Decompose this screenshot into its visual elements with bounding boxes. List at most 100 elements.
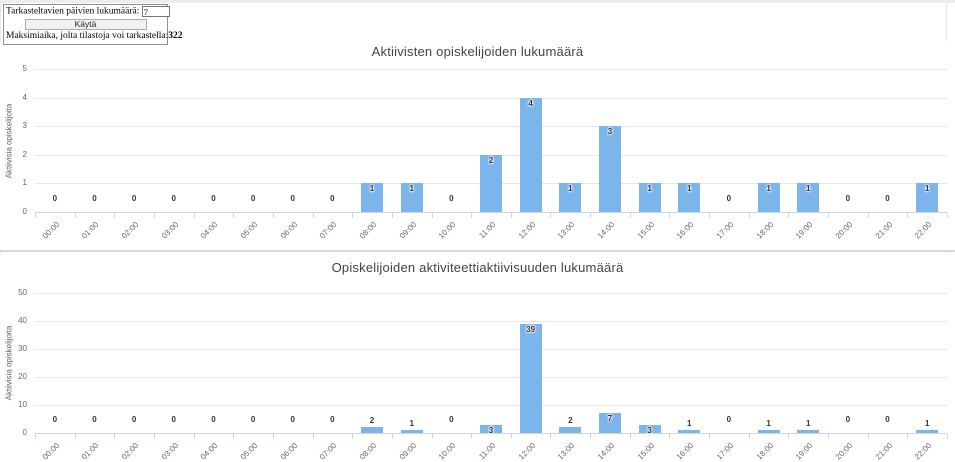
bar-value-label: 1 (369, 184, 375, 194)
bar-value-label: 0 (131, 415, 137, 424)
x-axis-tick (947, 434, 948, 439)
bar-value-label: 0 (290, 194, 295, 203)
bar-11:00[interactable] (480, 154, 502, 212)
bar-value-label: 0 (726, 415, 732, 424)
y-axis-title: Aktiivisia opiskelijoita (4, 103, 14, 178)
y-axis-tick-label: 40 (18, 316, 27, 325)
x-axis-category-label: 01:00 (80, 441, 101, 462)
days-input-label: Tarkasteltavien päivien lukumäärä: (6, 6, 140, 17)
x-axis-category-label: 12:00 (516, 441, 538, 462)
x-axis-tick (867, 434, 869, 439)
x-axis-category-label: 09:00 (397, 441, 419, 462)
bar-09:00[interactable] (400, 430, 423, 433)
bar-value-label: 0 (845, 194, 851, 203)
x-axis-category-label: 05:00 (238, 441, 260, 462)
x-axis-tick (550, 213, 552, 218)
x-axis-category-label: 17:00 (714, 220, 736, 241)
bar-value-label: 0 (885, 415, 890, 424)
y-gridline (35, 126, 947, 128)
x-axis-category-label: 13:00 (556, 220, 577, 241)
bar-15:00[interactable] (638, 424, 661, 433)
x-axis-tick (272, 434, 274, 439)
x-axis-category-label: 03:00 (159, 220, 181, 241)
x-axis-category-label: 00:00 (40, 220, 62, 241)
x-axis-category-label: 09:00 (397, 220, 419, 241)
days-input[interactable] (141, 6, 170, 17)
bar-18:00[interactable] (757, 183, 780, 212)
x-axis-category-label: 00:00 (40, 441, 62, 462)
x-axis-tick (272, 213, 274, 218)
bar-value-label: 0 (845, 415, 851, 424)
x-axis-tick (352, 434, 354, 439)
bar-value-label: 2 (568, 416, 573, 426)
bar-value-label: 1 (647, 184, 652, 194)
x-axis-category-label: 06:00 (278, 441, 300, 462)
x-axis-tick (709, 213, 711, 218)
bar-value-label: 0 (290, 415, 295, 424)
x-axis-category-label: 02:00 (119, 441, 141, 462)
bar-09:00[interactable] (400, 183, 423, 212)
x-axis-tick (391, 434, 393, 439)
y-axis-tick-label: 20 (18, 372, 27, 381)
bar-08:00[interactable] (361, 183, 384, 212)
bar-value-label: 3 (647, 425, 652, 435)
apply-button[interactable]: Käytä (24, 18, 147, 30)
max-time-value: 322 (168, 30, 183, 41)
x-axis-tick (153, 213, 155, 218)
x-axis-tick (114, 434, 116, 439)
x-axis-tick (233, 213, 235, 218)
bar-value-label: 0 (885, 194, 890, 203)
x-axis-category-label: 14:00 (595, 220, 617, 241)
x-axis-tick (471, 213, 473, 218)
x-axis-category-label: 19:00 (794, 220, 815, 241)
y-axis-tick-label: 0 (22, 428, 27, 437)
bar-08:00[interactable] (361, 427, 384, 433)
x-axis-category-label: 16:00 (675, 220, 696, 241)
bar-value-label: 3 (488, 425, 494, 435)
x-axis-tick (233, 434, 235, 439)
x-axis-category-label: 07:00 (318, 220, 339, 241)
bar-12:00[interactable] (519, 97, 542, 212)
y-axis-tick-label: 30 (18, 344, 27, 353)
x-axis-category-label: 22:00 (913, 220, 934, 241)
x-axis-category-label: 01:00 (80, 220, 101, 241)
bar-12:00[interactable] (519, 323, 542, 433)
bar-18:00[interactable] (757, 430, 780, 433)
bar-19:00[interactable] (797, 183, 820, 212)
y-gridline (35, 321, 947, 322)
bar-value-label: 0 (250, 194, 256, 203)
bar-value-label: 0 (449, 194, 454, 203)
bar-value-label: 1 (924, 419, 930, 429)
bar-15:00[interactable] (638, 183, 661, 212)
bar-22:00[interactable] (916, 183, 939, 212)
x-axis-tick (74, 213, 76, 218)
x-axis-category-label: 05:00 (238, 220, 260, 241)
x-axis-category-label: 20:00 (833, 220, 855, 241)
bar-14:00[interactable] (598, 413, 621, 433)
bar-14:00[interactable] (598, 126, 621, 212)
bar-value-label: 1 (766, 419, 771, 429)
x-axis-tick (669, 213, 671, 218)
bar-value-label: 0 (449, 415, 454, 424)
bar-13:00[interactable] (559, 427, 582, 433)
x-axis-tick (788, 213, 790, 218)
bar-16:00[interactable] (678, 430, 701, 433)
x-axis-category-label: 21:00 (873, 441, 894, 462)
x-axis-category-label: 15:00 (635, 441, 656, 462)
bar-11:00[interactable] (480, 424, 502, 433)
bar-19:00[interactable] (797, 430, 820, 433)
bar-22:00[interactable] (916, 430, 939, 433)
y-gridline (35, 377, 947, 378)
x-axis-category-label: 17:00 (714, 441, 736, 462)
x-axis-category-label: 18:00 (754, 441, 775, 462)
x-axis-tick (431, 213, 433, 218)
y-axis-tick-label: 3 (22, 121, 27, 131)
x-axis-tick (907, 434, 909, 439)
bar-value-label: 0 (171, 415, 176, 424)
x-axis-category-label: 02:00 (119, 220, 141, 241)
bar-16:00[interactable] (678, 183, 701, 212)
x-axis-category-label: 13:00 (556, 441, 577, 462)
bar-13:00[interactable] (559, 183, 582, 212)
y-axis-tick-label: 0 (22, 207, 27, 216)
